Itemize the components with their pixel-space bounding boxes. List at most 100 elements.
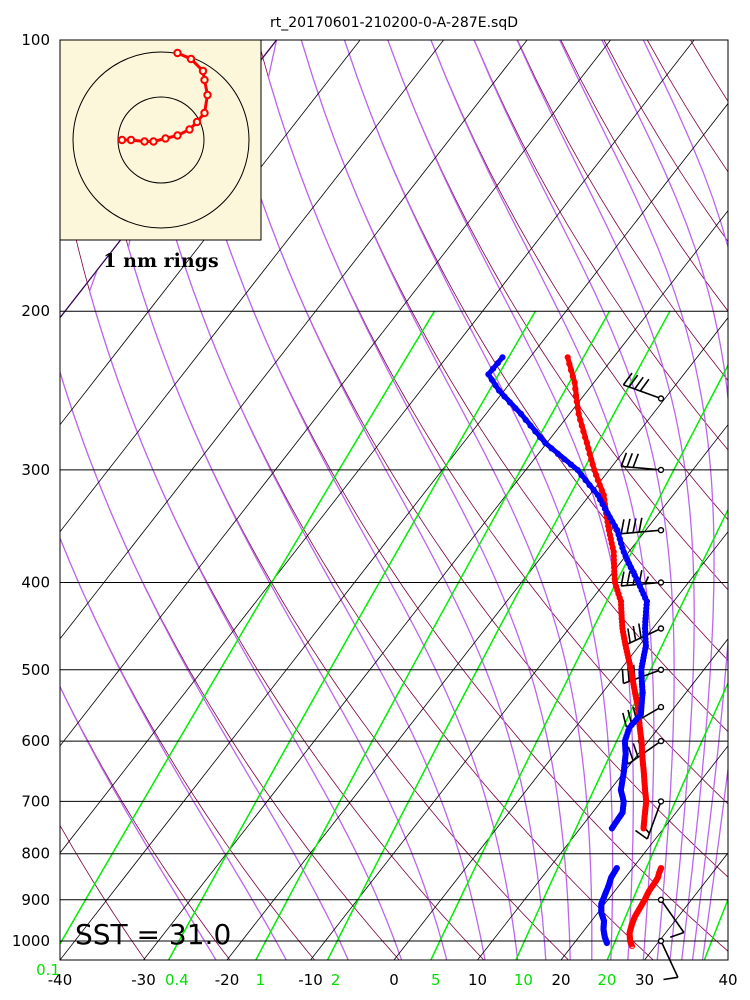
wind-barb xyxy=(635,798,665,840)
isotherm-line xyxy=(60,40,611,747)
temperature-point xyxy=(593,472,600,479)
wind-barb-staff xyxy=(660,940,679,978)
background-lines xyxy=(60,40,750,960)
hodograph-point xyxy=(192,117,202,127)
pressure-tick-label: 800 xyxy=(21,845,50,863)
isotherm-line xyxy=(310,424,728,960)
moist-adiabat-line xyxy=(343,40,614,960)
moist-adiabat-line xyxy=(473,40,675,960)
dry-adiabat-line xyxy=(60,824,146,960)
wind-barb-feather xyxy=(620,519,625,534)
temperature-point xyxy=(591,466,598,473)
wind-barb-feather xyxy=(638,517,643,533)
hodograph-point xyxy=(117,135,127,145)
dewpoint-point xyxy=(578,472,585,479)
moist-adiabat-line xyxy=(60,40,349,960)
hodograph-point xyxy=(185,125,194,134)
wind-barb-station xyxy=(657,579,665,586)
temperature-point xyxy=(658,865,665,872)
dewpoint-point xyxy=(532,428,539,435)
temperature-point xyxy=(578,422,585,429)
dewpoint-point xyxy=(494,360,501,367)
hodograph-point xyxy=(198,66,208,76)
pressure-tick-label: 300 xyxy=(21,461,50,479)
temperature-point xyxy=(586,450,593,457)
mixing-ratio-line xyxy=(167,310,537,960)
dry-adiabat-line xyxy=(473,40,728,451)
hodograph-point xyxy=(200,108,209,118)
hodograph-point xyxy=(126,135,136,145)
wind-barb-station xyxy=(657,937,665,945)
dewpoint-point xyxy=(490,365,497,372)
isotherm-line xyxy=(727,959,728,960)
dry-adiabat-line xyxy=(646,40,728,173)
dewpoint-profile xyxy=(485,354,651,947)
wind-barb-station xyxy=(657,666,665,673)
dry-adiabat-line xyxy=(257,40,728,805)
mixing-ratio-line xyxy=(515,508,728,960)
pressure-axis-labels: 100 200 300 400 500 600 700 800 900 1000 xyxy=(12,31,50,950)
temperature-tick-label: -30 xyxy=(131,971,156,989)
dewpoint-point xyxy=(492,382,499,389)
mixing-ratio-label: 5 xyxy=(431,971,441,989)
wind-barb xyxy=(622,372,665,402)
moist-adiabat-line xyxy=(127,40,448,960)
wind-barb-feather xyxy=(632,743,639,758)
wind-barb-feather xyxy=(634,376,644,390)
wind-barb-station xyxy=(657,896,665,903)
dewpoint-point xyxy=(537,434,544,441)
moist-adiabats xyxy=(60,40,728,960)
wind-barb-feather xyxy=(626,518,631,534)
temperature-point xyxy=(585,445,592,452)
isotherm-line xyxy=(226,317,728,960)
isotherm-line xyxy=(477,638,728,960)
temperature-point xyxy=(583,439,591,446)
dry-adiabat-line xyxy=(60,536,315,960)
wind-barb-feather xyxy=(635,829,648,840)
temperature-point xyxy=(582,434,589,441)
wind-barb-feather xyxy=(669,931,685,939)
wind-barb-feather xyxy=(638,623,642,638)
temperature-tick-label: 20 xyxy=(551,971,570,989)
isotherm-line xyxy=(560,745,728,960)
dewpoint-point xyxy=(561,456,568,463)
moist-adiabat-line xyxy=(60,40,287,960)
temperature-point xyxy=(594,477,602,484)
temperature-point xyxy=(588,456,595,463)
temperature-point xyxy=(598,487,605,494)
dewpoint-point xyxy=(496,387,503,394)
wind-barb-feather xyxy=(639,378,650,392)
wind-barb-feather xyxy=(627,628,631,644)
mixing-ratio-line xyxy=(703,897,728,960)
dewpoint-point xyxy=(506,399,513,406)
temperature-axis-labels: -40 -30 -20 -10 0 10 20 30 40 xyxy=(48,971,738,989)
wind-barb-station xyxy=(657,625,665,632)
temperature-point xyxy=(572,385,579,393)
sounding-profiles xyxy=(485,354,665,950)
temperature-point xyxy=(566,360,573,367)
mixing-ratio-label: 10 xyxy=(514,971,533,989)
wind-barb-station xyxy=(657,466,665,474)
wind-barb-feather xyxy=(626,570,631,586)
dewpoint-point xyxy=(554,450,562,457)
dry-adiabat-line xyxy=(734,40,750,960)
wind-barb-feather xyxy=(628,374,639,388)
chart-title: rt_20170601-210200-0-A-287E.sqD xyxy=(270,15,518,31)
wind-barb-station xyxy=(657,527,665,534)
wind-barb-feather xyxy=(620,452,628,467)
dewpoint-point xyxy=(527,422,534,429)
wind-barb-station xyxy=(657,737,665,745)
temperature-point xyxy=(596,482,603,489)
dewpoint-point xyxy=(522,416,529,423)
pressure-tick-label: 700 xyxy=(21,792,50,810)
mixing-ratio-label: 20 xyxy=(597,971,616,989)
dewpoint-point xyxy=(613,865,620,872)
pressure-tick-label: 500 xyxy=(21,661,50,679)
dewpoint-point xyxy=(582,477,589,484)
moist-adiabat-line xyxy=(60,40,278,960)
wind-barb-feather xyxy=(644,576,650,585)
temperature-tick-label: 30 xyxy=(635,971,654,989)
dewpoint-point xyxy=(512,405,519,412)
dewpoint-point xyxy=(590,487,597,494)
wind-barb-feather xyxy=(632,625,637,641)
